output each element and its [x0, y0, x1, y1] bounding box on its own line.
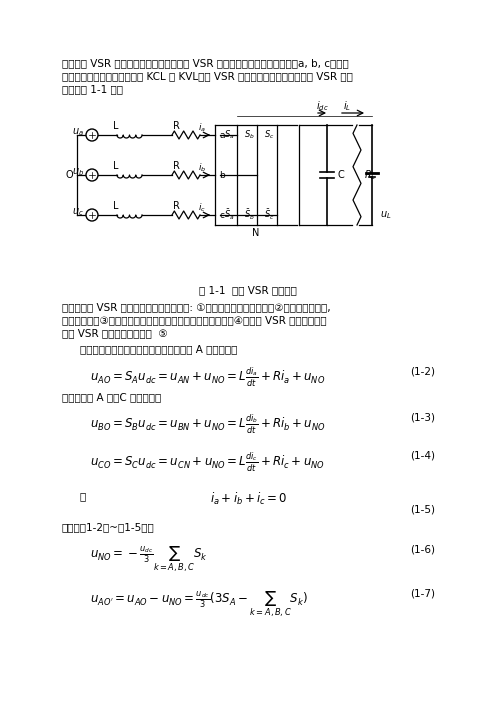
- Text: 又: 又: [80, 491, 86, 501]
- Text: $u_{b}$: $u_{b}$: [72, 166, 84, 178]
- Text: 为建立三相 VSR 的一般数学模型通常假设: ①电源为三相对称正弦电压②滤波电感是线性,: 为建立三相 VSR 的一般数学模型通常假设: ①电源为三相对称正弦电压②滤波电感…: [62, 302, 331, 312]
- Text: O: O: [65, 170, 73, 180]
- Text: $u_{AO} = S_A u_{dc} = u_{AN} + u_{NO} = L\frac{di_a}{dt} + Ri_a + u_{NO}$: $u_{AO} = S_A u_{dc} = u_{AN} + u_{NO} =…: [90, 366, 325, 389]
- Text: $R_L$: $R_L$: [364, 168, 376, 182]
- Text: (1-4): (1-4): [410, 451, 435, 461]
- Text: $i_a + i_b + i_c = 0$: $i_a + i_b + i_c = 0$: [210, 491, 288, 507]
- Text: c: c: [219, 211, 224, 220]
- Text: $u_{a}$: $u_{a}$: [72, 126, 84, 138]
- Text: $i_{b}$: $i_{b}$: [198, 161, 206, 174]
- Text: R: R: [173, 161, 180, 171]
- Text: $u_{AO^{\prime}} = u_{AO} - u_{NO} = \frac{u_{dc}}{3}(3S_A - \sum_{k=A,B,C} S_k): $u_{AO^{\prime}} = u_{AO} - u_{NO} = \fr…: [90, 589, 308, 618]
- Text: 三相 VSR 直流侧负载由电阻  ⑤: 三相 VSR 直流侧负载由电阻 ⑤: [62, 328, 168, 338]
- Text: L: L: [113, 201, 119, 211]
- Text: (1-5): (1-5): [410, 505, 435, 515]
- Text: $S_b$: $S_b$: [244, 128, 254, 141]
- Text: (1-3): (1-3): [410, 413, 435, 423]
- Text: $i_{a}$: $i_{a}$: [198, 121, 206, 134]
- Text: a: a: [219, 131, 225, 140]
- Text: R: R: [173, 121, 180, 131]
- Text: $i_{c}$: $i_{c}$: [198, 201, 206, 214]
- Text: L: L: [113, 161, 119, 171]
- Text: $S_a$: $S_a$: [224, 128, 234, 141]
- Text: $i_L$: $i_L$: [343, 99, 351, 113]
- Text: 同理，可得 A 相、C 相方程如下: 同理，可得 A 相、C 相方程如下: [62, 392, 161, 402]
- Text: N: N: [252, 228, 260, 238]
- Text: (1-7): (1-7): [410, 589, 435, 599]
- Text: $\bar{S}_c$: $\bar{S}_c$: [264, 208, 274, 222]
- Text: (1-6): (1-6): [410, 544, 435, 554]
- Text: $u_{BO} = S_B u_{dc} = u_{BN} + u_{NO} = L\frac{di_b}{dt} + Ri_b + u_{NO}$: $u_{BO} = S_B u_{dc} = u_{BN} + u_{NO} =…: [90, 413, 326, 436]
- Text: 结构如图 1-1 所示: 结构如图 1-1 所示: [62, 84, 123, 94]
- Text: 利用电路定律（基尔霍夫定律 KCL 和 KVL）对 VSR 建立的一般数学描述。三相 VSR 拓扑: 利用电路定律（基尔霍夫定律 KCL 和 KVL）对 VSR 建立的一般数学描述。…: [62, 71, 353, 81]
- Text: (1-2): (1-2): [410, 366, 435, 376]
- Text: R: R: [173, 201, 180, 211]
- Text: b: b: [219, 171, 225, 180]
- Text: $u_{NO} = -\frac{u_{dc}}{3}\sum_{k=A,B,C} S_k$: $u_{NO} = -\frac{u_{dc}}{3}\sum_{k=A,B,C…: [90, 544, 208, 574]
- Text: 图 1-1  三相 VSR 拓扑结构: 图 1-1 三相 VSR 拓扑结构: [199, 285, 297, 295]
- Text: 且不考虑饱和③开关管为理想开关，无导通关断延时，无损耗④为描述 VSR 双能量向传输: 且不考虑饱和③开关管为理想开关，无导通关断延时，无损耗④为描述 VSR 双能量向…: [62, 315, 327, 325]
- Text: 采用基尔霍夫电压定律建立三相无源逆变 A 相回路方程: 采用基尔霍夫电压定律建立三相无源逆变 A 相回路方程: [80, 344, 238, 354]
- Text: $\bar{S}_a$: $\bar{S}_a$: [224, 208, 234, 222]
- Text: 所谓三相 VSR 一般数学模型就是根据三相 VSR 拓扑结构，在三相静止坐标（a, b, c）中，: 所谓三相 VSR 一般数学模型就是根据三相 VSR 拓扑结构，在三相静止坐标（a…: [62, 58, 349, 68]
- Text: $u_L$: $u_L$: [380, 209, 391, 221]
- Text: $i_{dc}$: $i_{dc}$: [315, 99, 328, 113]
- Text: L: L: [113, 121, 119, 131]
- Text: C: C: [337, 170, 344, 180]
- Text: 联立式（1-2）~（1-5）得: 联立式（1-2）~（1-5）得: [62, 522, 155, 532]
- Text: $\bar{S}_b$: $\bar{S}_b$: [244, 208, 254, 222]
- Text: $S_c$: $S_c$: [264, 128, 274, 141]
- Text: $u_{c}$: $u_{c}$: [72, 206, 84, 218]
- Text: $u_{CO} = S_C u_{dc} = u_{CN} + u_{NO} = L\frac{di_c}{dt} + Ri_c + u_{NO}$: $u_{CO} = S_C u_{dc} = u_{CN} + u_{NO} =…: [90, 451, 325, 474]
